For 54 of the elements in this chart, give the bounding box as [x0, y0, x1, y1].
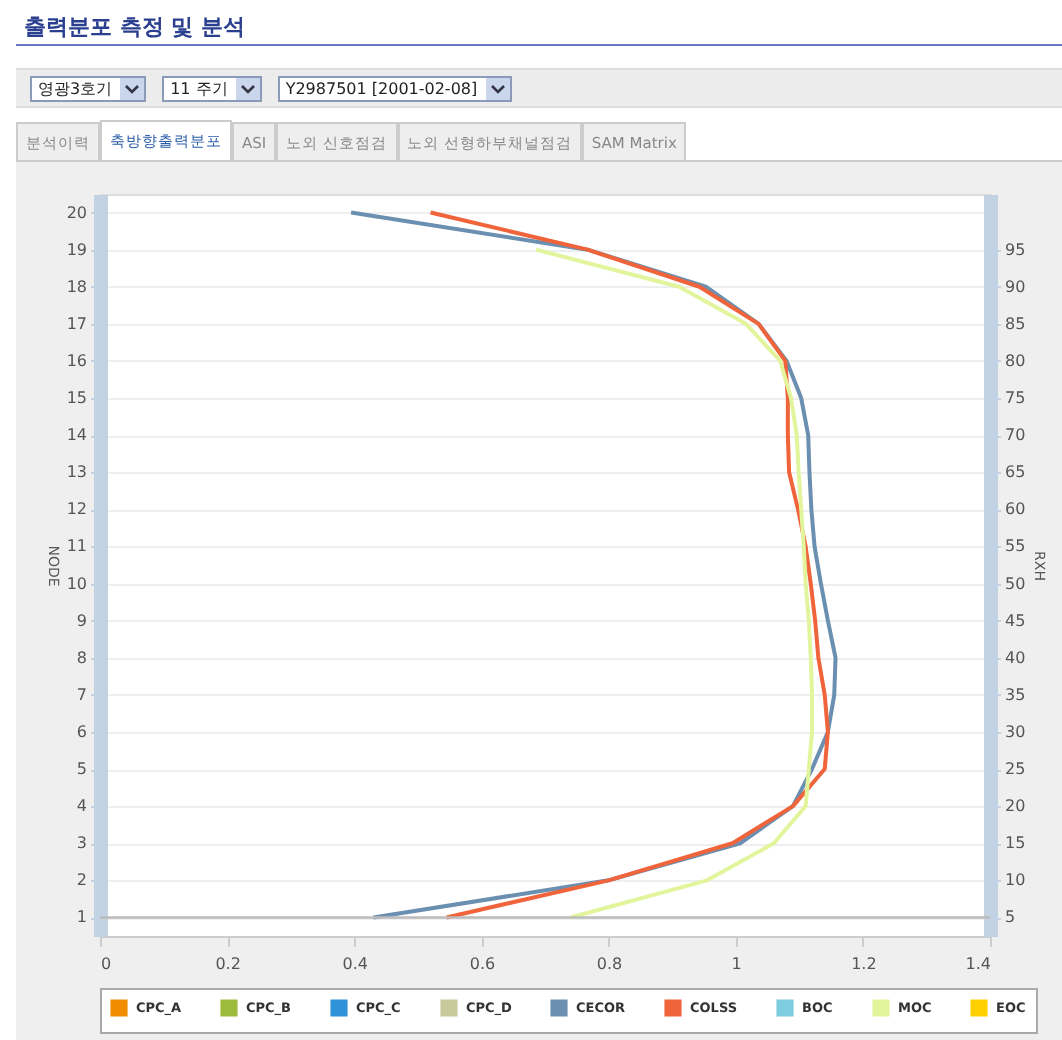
- y2-tick-label: 50: [1005, 574, 1026, 593]
- text: 11 주기: [170, 79, 228, 97]
- y-tick-label: 9: [76, 611, 87, 630]
- y-tick-label: 20: [66, 203, 87, 222]
- y-tick-label: 18: [66, 277, 87, 296]
- y2-tick-label: 55: [1005, 537, 1026, 556]
- y2-tick-label: 45: [1005, 611, 1026, 630]
- y-tick-label: 17: [66, 314, 87, 333]
- y2-tick-label: 40: [1005, 648, 1026, 667]
- y2-tick-label: 35: [1005, 685, 1026, 704]
- x-tick-label: 0.4: [342, 955, 369, 973]
- y-tick-label: 2: [76, 871, 87, 890]
- y-tick-label: 6: [76, 722, 87, 741]
- y-tick-label: 14: [66, 426, 87, 445]
- y2-tick-label: 80: [1005, 351, 1026, 370]
- y-tick-label: 8: [76, 648, 87, 667]
- line-series: [428, 210, 830, 920]
- y-tick-label: 15: [66, 389, 87, 408]
- y2-tick-label: 60: [1005, 500, 1026, 519]
- y2-tick-label: 15: [1005, 834, 1026, 853]
- y2-tick-label: 95: [1005, 240, 1026, 259]
- y-tick-label: 16: [66, 351, 87, 370]
- text: Y2987501 [2001-02-08]: [285, 79, 478, 97]
- y2-tick-label: 85: [1005, 314, 1026, 333]
- text: 영광3호기: [38, 79, 113, 97]
- y2-tick-label: 20: [1005, 797, 1026, 816]
- y-tick-label: 11: [66, 537, 87, 556]
- x-tick-label: 1.2: [851, 955, 877, 973]
- y-tick-label: 19: [66, 240, 87, 259]
- y-tick-label: 10: [66, 574, 87, 593]
- y-tick-label: 7: [76, 685, 87, 704]
- y2-tick-label: 5: [1005, 908, 1016, 927]
- line-series: [349, 210, 838, 920]
- y2-tick-label: 25: [1005, 760, 1026, 779]
- x-tick-label: 0.8: [596, 955, 623, 973]
- line-series: [534, 247, 814, 920]
- y2-tick-label: 75: [1005, 389, 1026, 408]
- chart-title: 출력분포 측정 및 분석: [24, 12, 245, 42]
- y-tick-label: 3: [76, 834, 87, 853]
- x-tick-label: 0.6: [469, 955, 496, 973]
- y2-tick-label: 30: [1005, 722, 1026, 741]
- x-tick-label: 1.4: [965, 955, 991, 973]
- x-tick-label: 1: [731, 955, 742, 973]
- y-tick-label: 4: [76, 797, 87, 816]
- y2-tick-label: 70: [1005, 426, 1026, 445]
- y-tick-label: 12: [66, 500, 87, 519]
- y2-tick-label: 10: [1005, 871, 1026, 890]
- y-tick-label: 1: [76, 908, 87, 927]
- x-tick-label: 0.2: [215, 955, 241, 973]
- x-tick-label: 0: [101, 955, 112, 973]
- y-tick-label: 5: [76, 760, 87, 779]
- y-tick-label: 13: [66, 463, 87, 482]
- y2-tick-label: 90: [1005, 277, 1026, 296]
- y2-tick-label: 65: [1005, 463, 1026, 482]
